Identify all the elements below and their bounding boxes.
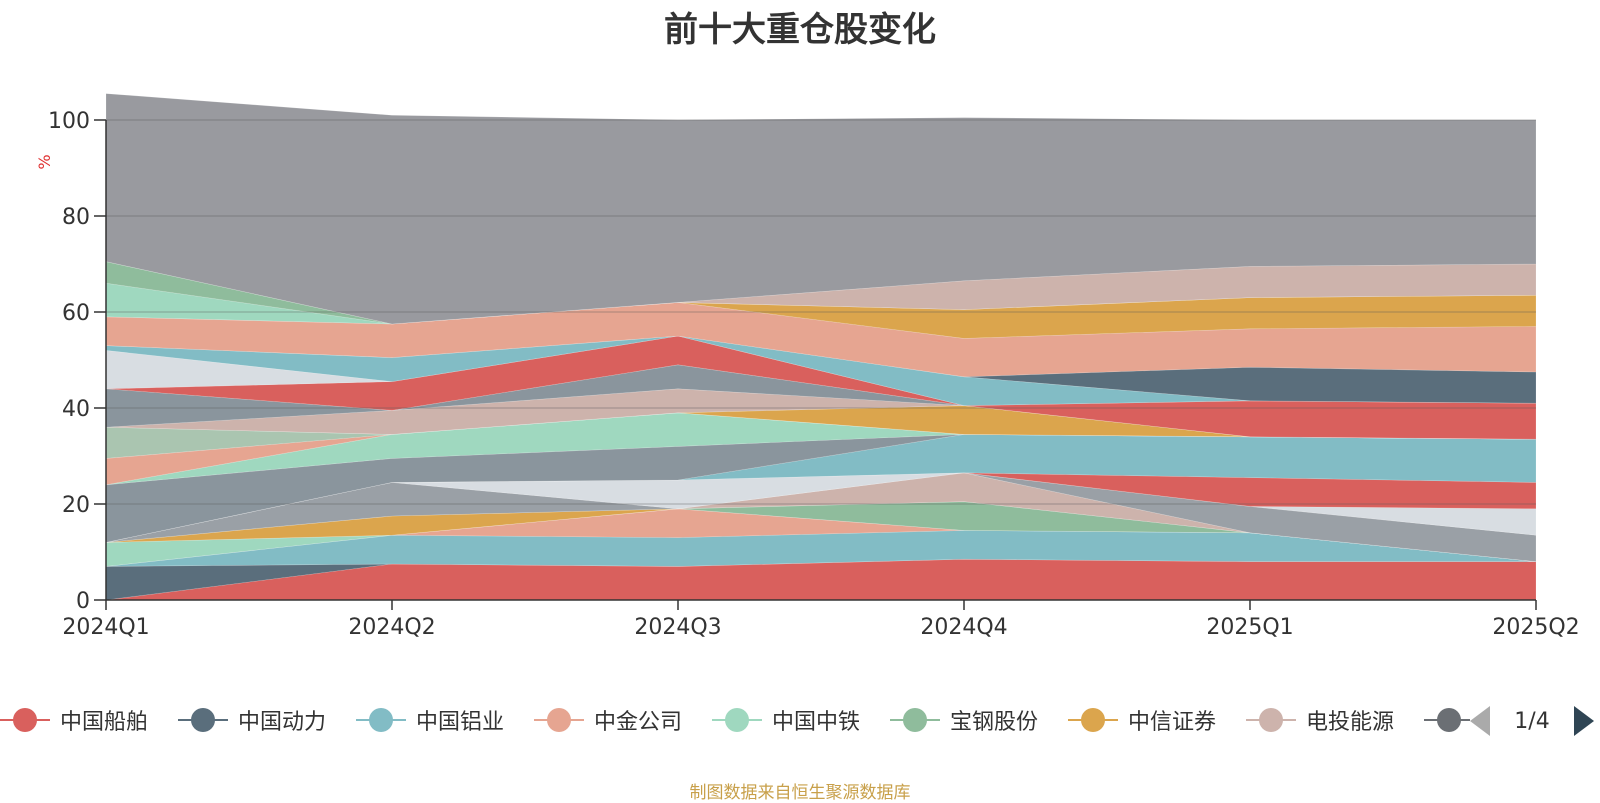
- area-layer-24: [105, 294, 1537, 339]
- y-tick-label: 60: [62, 301, 90, 326]
- legend-label: 电投能源: [1306, 710, 1395, 735]
- legend-next-icon[interactable]: [1574, 706, 1594, 736]
- legend-marker-icon: [534, 700, 584, 740]
- legend-label: 中国动力: [238, 710, 327, 735]
- area-series-中国中铁: [105, 508, 1537, 567]
- legend-marker-icon: [0, 700, 50, 740]
- legend-label: 中信证券: [1128, 710, 1217, 735]
- legend-page-number: 1/4: [1514, 708, 1550, 734]
- legend-item[interactable]: 中国动力: [178, 700, 326, 740]
- y-tick-label: 80: [62, 205, 90, 230]
- area-layer-8: [105, 472, 1537, 562]
- legend-marker-icon: [1068, 700, 1118, 740]
- y-tick-label: 20: [62, 493, 90, 518]
- legend-marker-icon: [712, 700, 762, 740]
- legend-label: 中金公司: [594, 710, 683, 735]
- y-tick-label: 40: [62, 397, 90, 422]
- y-axis-label: %: [35, 154, 54, 169]
- legend-label: 中国铝业: [416, 710, 505, 735]
- area-layer-27: [105, 261, 1537, 325]
- y-tick-label: 0: [76, 589, 90, 614]
- legend-item[interactable]: 中国中铁: [712, 700, 860, 740]
- x-tick-label: 2024Q3: [634, 615, 721, 640]
- chart-title: 前十大重仓股变化: [664, 10, 936, 50]
- legend: 中国船舶 中国动力 中国铝业 中金公司 中国中铁 宝钢股份 中信证券 电投能源: [0, 700, 1600, 740]
- legend-item[interactable]: 中国船舶: [0, 700, 148, 740]
- legend-item[interactable]: 电投能源: [1246, 700, 1394, 740]
- x-tick-label: 2025Q1: [1206, 615, 1293, 640]
- legend-label: 宝钢股份: [950, 710, 1039, 735]
- legend-item[interactable]: 中金公司: [534, 700, 682, 740]
- area-layer-28: [105, 93, 1537, 325]
- area-layer-19: [105, 335, 1537, 440]
- legend-marker-icon: [178, 700, 228, 740]
- legend-marker-icon: [890, 700, 940, 740]
- x-tick-label: 2024Q4: [920, 615, 1007, 640]
- legend-pager: 1/4: [1470, 703, 1600, 739]
- x-tick-label: 2025Q2: [1492, 615, 1579, 640]
- legend-prev-icon[interactable]: [1470, 706, 1490, 736]
- x-tick-label: 2024Q2: [348, 615, 435, 640]
- x-tick-label: 2024Q1: [62, 615, 149, 640]
- legend-marker-icon: [1246, 700, 1296, 740]
- legend-item[interactable]: 中信证券: [1068, 700, 1216, 740]
- y-tick-label: 100: [48, 109, 90, 134]
- legend-item[interactable]: 宝钢股份: [890, 700, 1038, 740]
- legend-marker-icon: [356, 700, 406, 740]
- area-layer-22: [105, 335, 1537, 404]
- legend-item-truncated[interactable]: [1424, 700, 1474, 740]
- legend-item[interactable]: 中国铝业: [356, 700, 504, 740]
- legend-label: 中国船舶: [60, 710, 149, 735]
- legend-marker-icon: [1424, 700, 1474, 740]
- legend-label: 中国中铁: [772, 710, 861, 735]
- source-note: 制图数据来自恒生聚源数据库: [689, 783, 911, 803]
